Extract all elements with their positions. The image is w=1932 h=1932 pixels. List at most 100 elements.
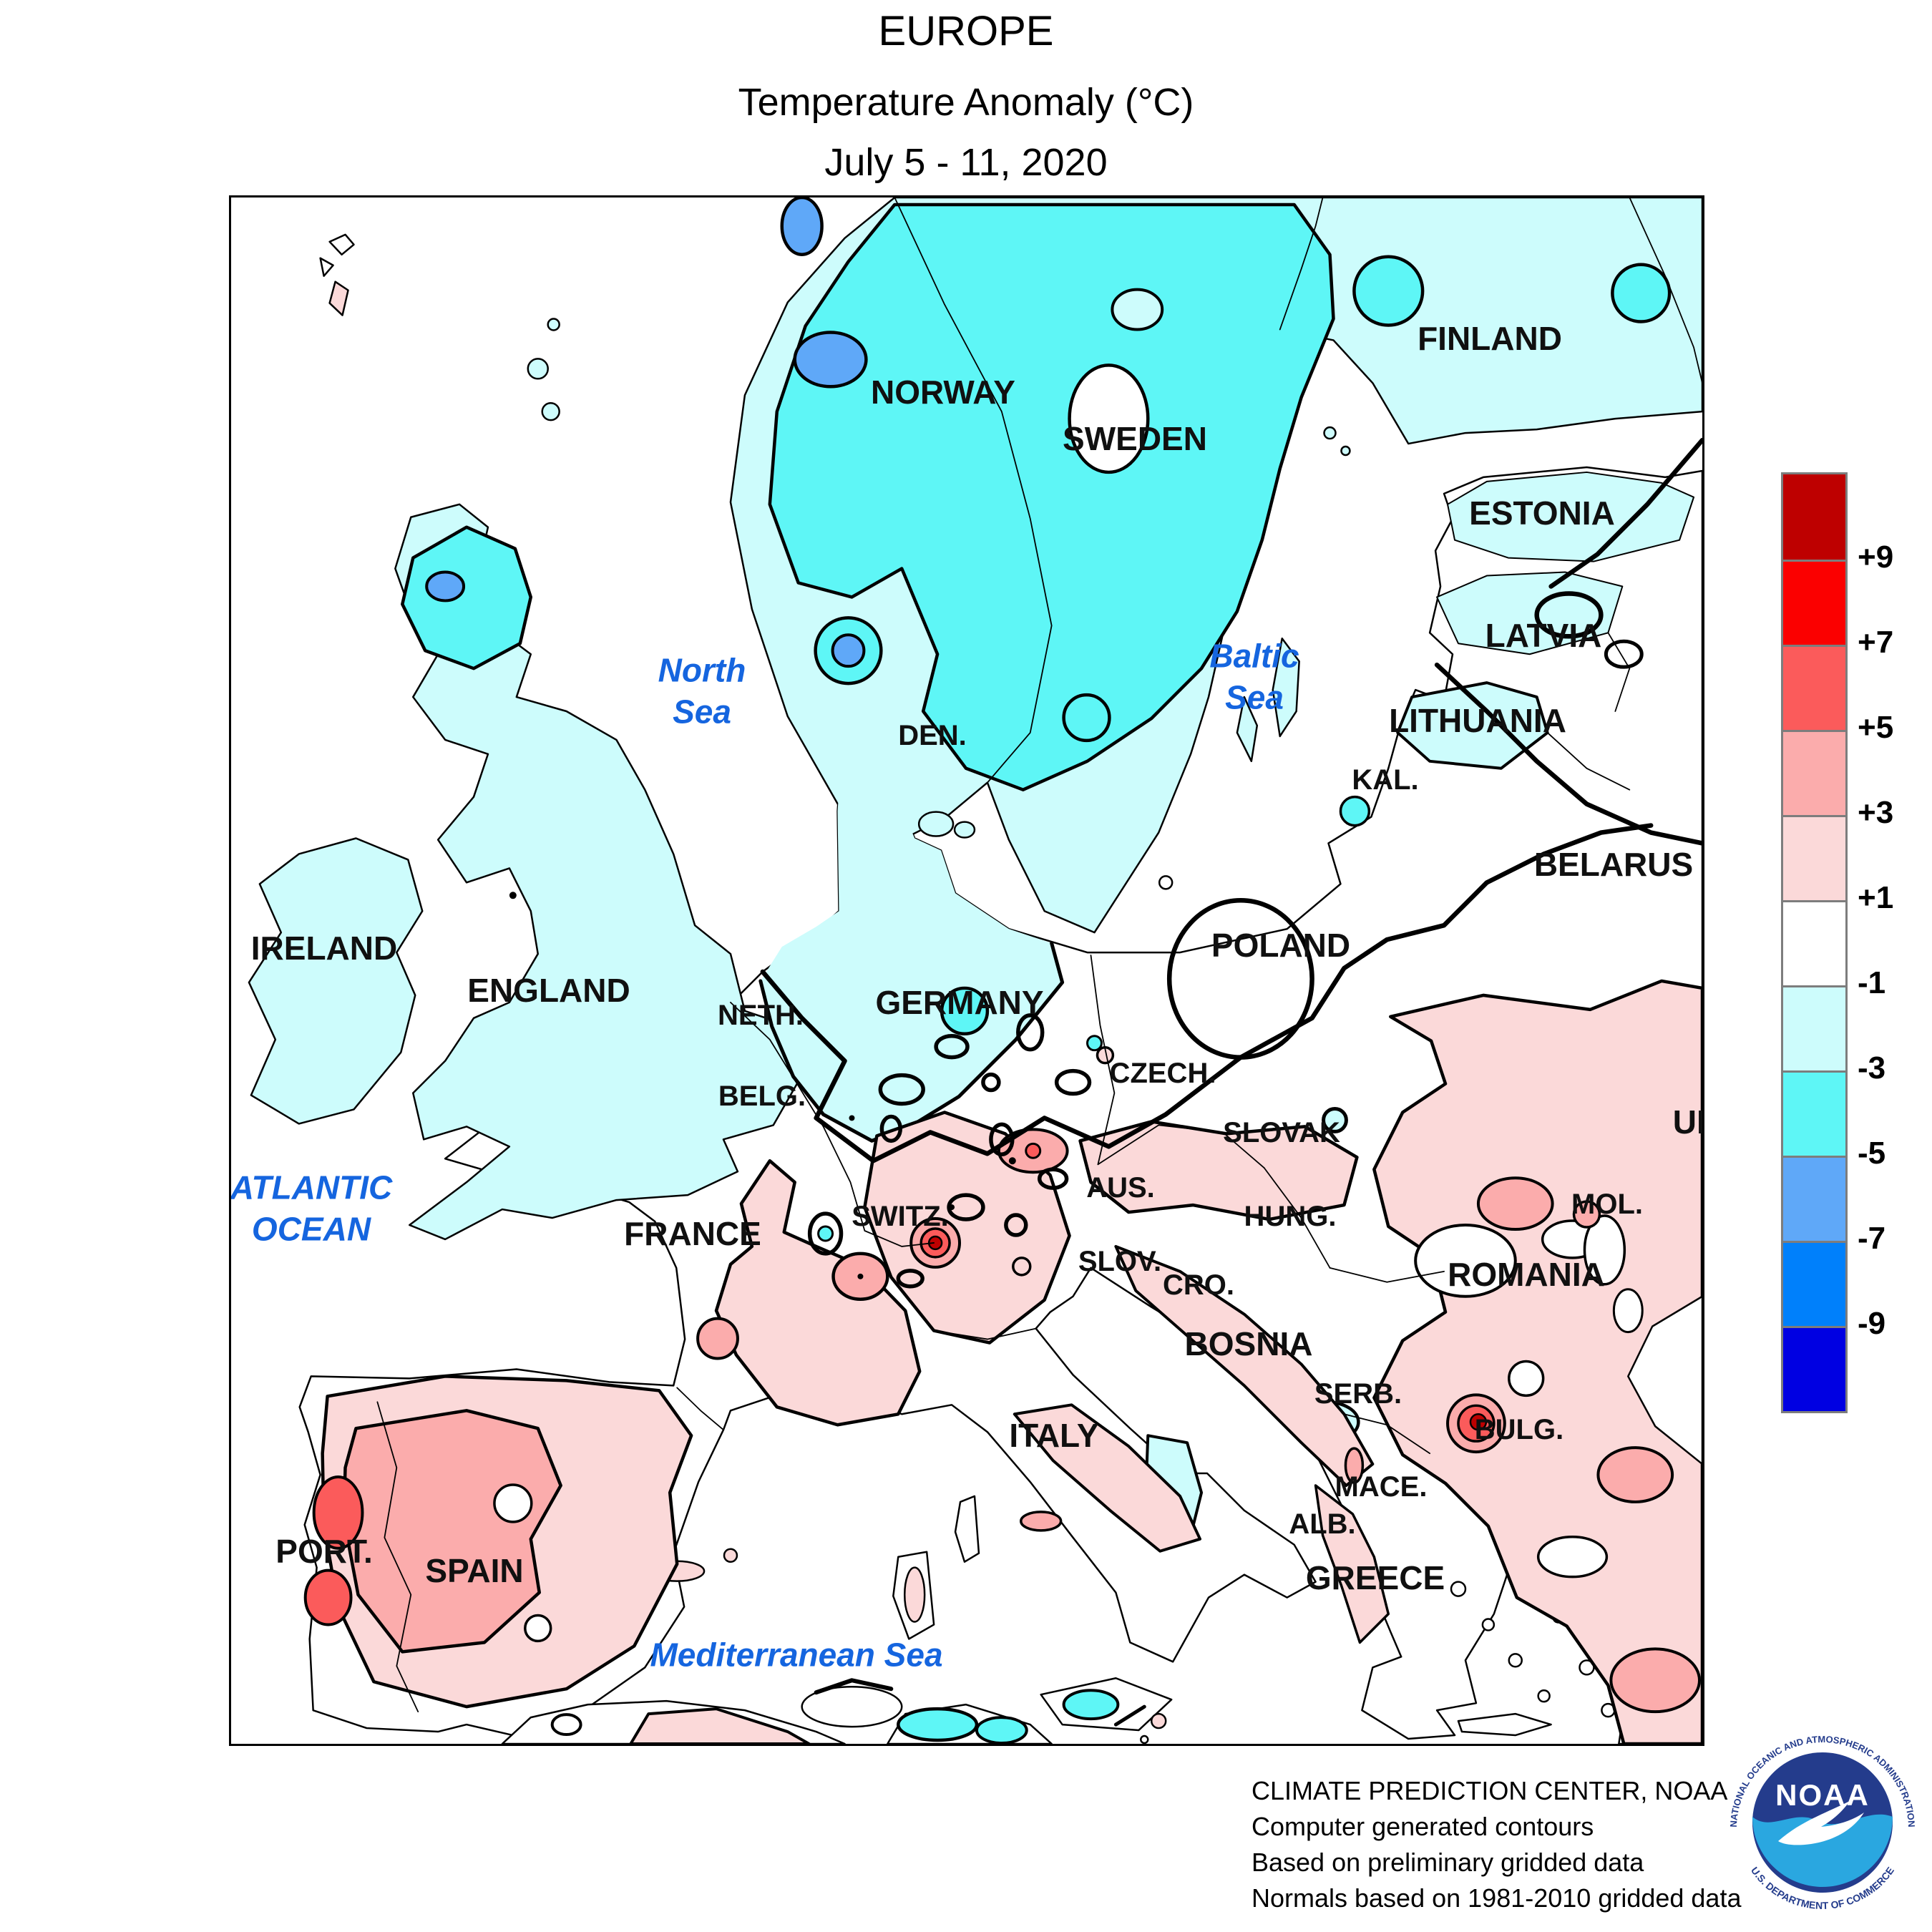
legend-cell-0 <box>1783 474 1845 560</box>
faroe-islands-2 <box>319 257 334 277</box>
pskov-ring <box>1534 591 1604 639</box>
oland <box>1236 696 1259 763</box>
sicily-squiggle <box>1113 1704 1146 1727</box>
southeast-medium-spot <box>1609 1647 1702 1714</box>
orkney <box>527 358 549 380</box>
finland-cyan-spot-west <box>1352 255 1425 327</box>
noaa-logo-acronym: NOAA <box>1775 1778 1870 1812</box>
spain-white-hole <box>493 1483 533 1523</box>
country-label-bulg: BULG. <box>1474 1414 1564 1445</box>
country-label-romania: ROMANIA <box>1448 1255 1605 1293</box>
slovakia-lightcyan-spot <box>1322 1106 1348 1133</box>
legend-cell-7 <box>1783 1070 1845 1156</box>
contour-rings <box>807 1013 1092 1289</box>
bulgaria-white-hole <box>1508 1360 1545 1397</box>
russia-thick-line <box>1548 437 1702 589</box>
scotland-blue-spot <box>425 570 466 602</box>
tunisia-cyan-2 <box>975 1716 1028 1744</box>
country-label-bosnia: BOSNIA <box>1184 1324 1313 1362</box>
moldova-white-hole-2 <box>1612 1288 1644 1334</box>
peak-dots <box>509 892 1016 1279</box>
south-norway-blue-core <box>831 633 866 668</box>
africa-pink <box>629 1707 811 1744</box>
aegean-medium-spot <box>1596 1446 1674 1503</box>
warm-anomaly-layer <box>303 979 1702 1744</box>
legend-tick-minus-9: -9 <box>1858 1306 1886 1341</box>
sicily-pink-dot <box>1150 1712 1167 1729</box>
scandinavia-cyan <box>768 203 1335 791</box>
east-europe-pink <box>1372 979 1702 1744</box>
malta <box>1140 1735 1149 1744</box>
france-se-pink <box>714 1159 922 1427</box>
romania-medium-spot <box>1476 1176 1554 1231</box>
finland-cyan-spot-east <box>1611 263 1672 323</box>
albania-pink-strip <box>1314 1484 1390 1644</box>
germany-cyan-spot <box>940 986 990 1035</box>
legend-tick-plusminus-1: +1 <box>1858 880 1894 915</box>
legend-colorbar <box>1781 472 1848 1413</box>
rhone-cyan-dot <box>817 1225 834 1242</box>
country-label-poland: POLAND <box>1211 926 1351 964</box>
algeria-bump <box>801 1685 903 1728</box>
legend-cell-2 <box>1783 645 1845 730</box>
country-label-czech: CZECH. <box>1109 1058 1216 1089</box>
norway-blue-spot-north <box>780 197 824 257</box>
country-label-finland: FINLAND <box>1418 319 1562 357</box>
country-label-estonia: ESTONIA <box>1469 494 1615 532</box>
country-label-spain: SPAIN <box>425 1551 524 1589</box>
faroe-pink-islet <box>328 280 349 316</box>
footer-line-4: Normals based on 1981-2010 gridded data <box>1252 1883 1742 1913</box>
latvia-thick-line <box>1434 662 1702 846</box>
italy-medium-streak <box>1020 1511 1063 1532</box>
crete <box>1457 1712 1552 1737</box>
spain-white-hole-2 <box>524 1614 552 1643</box>
pskov-ring-2 <box>1604 639 1644 669</box>
country-label-norway: NORWAY <box>871 373 1015 411</box>
legend-cell-5 <box>1783 900 1845 985</box>
south-sweden-cyan-spot <box>1062 693 1111 743</box>
portugal-red-spot-2 <box>303 1568 353 1626</box>
country-label-lithuania: LITHUANIA <box>1389 701 1566 739</box>
white-ring-cyan-dot <box>807 1211 844 1256</box>
legend-cell-3 <box>1783 730 1845 815</box>
country-label-slov: SLOV. <box>1078 1246 1162 1277</box>
legend-tick-plusminus-7: +7 <box>1858 625 1894 660</box>
page-title: EUROPE <box>878 8 1054 54</box>
country-label-den: DEN. <box>898 720 967 751</box>
country-label-mol: MOL. <box>1571 1189 1643 1220</box>
country-label-aus: AUS. <box>1086 1172 1155 1204</box>
legend-tick-minus-7: -7 <box>1858 1221 1886 1256</box>
country-label-serb: SERB. <box>1314 1378 1402 1410</box>
country-label-uk: UK <box>1672 1103 1702 1141</box>
legend-cell-9 <box>1783 1241 1845 1326</box>
sardinia-pink <box>904 1566 926 1623</box>
legend-cell-8 <box>1783 1156 1845 1241</box>
bornholm <box>1158 875 1174 890</box>
country-label-belarus: BELARUS <box>1533 845 1694 883</box>
footer-credits: CLIMATE PREDICTION CENTER, NOAA Computer… <box>1252 1773 1741 1916</box>
italy-pink <box>1013 1403 1202 1553</box>
legend-tick-plusminus-9: +9 <box>1858 540 1894 575</box>
footer-line-3: Based on preliminary gridded data <box>1252 1848 1644 1877</box>
france-medium-spot <box>696 1317 739 1360</box>
legend-cell-10 <box>1783 1326 1845 1411</box>
country-label-ireland: IRELAND <box>250 929 398 967</box>
legend-cell-4 <box>1783 815 1845 900</box>
sweden-white-hole <box>1068 364 1150 474</box>
country-label-alb: ALB. <box>1289 1508 1356 1540</box>
legend-tick-minus-3: -3 <box>1858 1050 1886 1085</box>
map-area: NORWAY SWEDEN FINLAND ESTONIA LATVIA LITHUANI… <box>229 195 1704 1746</box>
sea-label-north-sea: North Sea <box>658 651 746 731</box>
algeria-arc <box>814 1678 894 1695</box>
noaa-logo-bird <box>1778 1801 1864 1845</box>
legend-cell-1 <box>1783 560 1845 645</box>
legend-tick-plusminus-3: +3 <box>1858 795 1894 830</box>
country-borders <box>376 197 1702 1713</box>
country-label-belg: BELG. <box>718 1080 806 1112</box>
norway-lightcyan-pocket <box>1111 288 1164 331</box>
footer-line-1: CLIMATE PREDICTION CENTER, NOAA <box>1252 1776 1728 1805</box>
legend-tick-plusminus-5: +5 <box>1858 710 1894 745</box>
gotland <box>1272 638 1300 738</box>
poland-contour-loop <box>1166 898 1314 1060</box>
